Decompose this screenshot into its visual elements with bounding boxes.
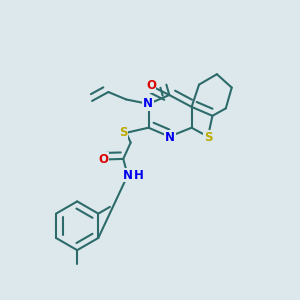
Text: H: H — [134, 169, 144, 182]
Text: S: S — [204, 131, 212, 144]
Text: O: O — [146, 79, 156, 92]
Text: S: S — [119, 126, 128, 139]
Text: N: N — [165, 131, 175, 144]
Text: O: O — [98, 153, 108, 166]
Text: N: N — [143, 98, 153, 110]
Text: N: N — [123, 169, 133, 182]
